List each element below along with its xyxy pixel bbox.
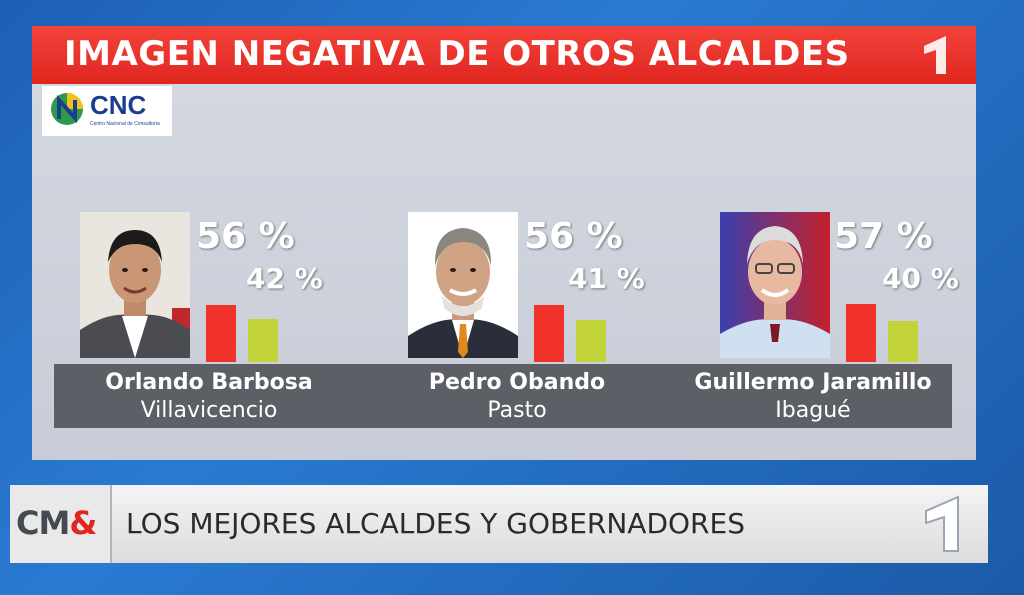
- candidate-label-barbosa: Orlando Barbosa Villavicencio: [64, 364, 354, 424]
- title-bar: IMAGEN NEGATIVA DE OTROS ALCALDES: [32, 26, 976, 84]
- cnc-logo: CNC Centro Nacional de Consultoría: [42, 86, 172, 136]
- bar-positive-jaramillo: [888, 321, 918, 362]
- candidate-card-barbosa: 56 % 42 %: [80, 212, 370, 432]
- candidate-city: Pasto: [487, 398, 547, 423]
- bar-negative-obando: [534, 304, 564, 362]
- candidate-label-jaramillo: Guillermo Jaramillo Ibagué: [668, 364, 958, 424]
- page-title: IMAGEN NEGATIVA DE OTROS ALCALDES: [64, 34, 850, 74]
- cm-logo-amp: &: [69, 504, 97, 542]
- bar-positive-obando: [576, 320, 606, 362]
- news-ticker: CM& LOS MEJORES ALCALDES Y GOBERNADORES: [10, 485, 988, 563]
- bar-positive-barbosa: [248, 319, 278, 362]
- label-negative-obando: 56 %: [524, 216, 623, 257]
- cm-logo: CM&: [10, 485, 112, 563]
- cnc-logo-icon: [51, 93, 83, 125]
- channel-one-icon: [924, 36, 946, 74]
- candidate-card-jaramillo: 57 % 40 %: [720, 212, 1010, 432]
- candidate-photo-obando: [408, 212, 518, 358]
- candidate-card-obando: 56 % 41 %: [408, 212, 698, 432]
- label-positive-jaramillo: 40 %: [882, 262, 959, 295]
- cm-logo-text: CM: [16, 504, 70, 542]
- candidate-photo-barbosa: [80, 212, 190, 358]
- label-positive-obando: 41 %: [568, 262, 645, 295]
- bar-negative-barbosa: [206, 304, 236, 362]
- candidate-label-obando: Pedro Obando Pasto: [372, 364, 662, 424]
- candidate-city: Ibagué: [775, 398, 851, 423]
- label-negative-jaramillo: 57 %: [834, 216, 933, 257]
- cnc-logo-subtitle: Centro Nacional de Consultoría: [90, 121, 160, 127]
- candidate-name: Pedro Obando: [428, 370, 606, 395]
- bar-negative-jaramillo: [846, 303, 876, 362]
- candidate-names-strip: Orlando Barbosa Villavicencio Pedro Oban…: [54, 364, 952, 428]
- label-negative-barbosa: 56 %: [196, 216, 295, 257]
- candidate-name: Orlando Barbosa: [105, 370, 313, 395]
- candidate-photo-jaramillo: [720, 212, 830, 358]
- candidate-city: Villavicencio: [140, 398, 278, 423]
- label-positive-barbosa: 42 %: [246, 262, 323, 295]
- candidate-name: Guillermo Jaramillo: [694, 370, 932, 395]
- ticker-headline: LOS MEJORES ALCALDES Y GOBERNADORES: [126, 507, 745, 540]
- channel-one-badge-icon: [925, 495, 959, 552]
- cnc-logo-text: CNC: [90, 90, 147, 120]
